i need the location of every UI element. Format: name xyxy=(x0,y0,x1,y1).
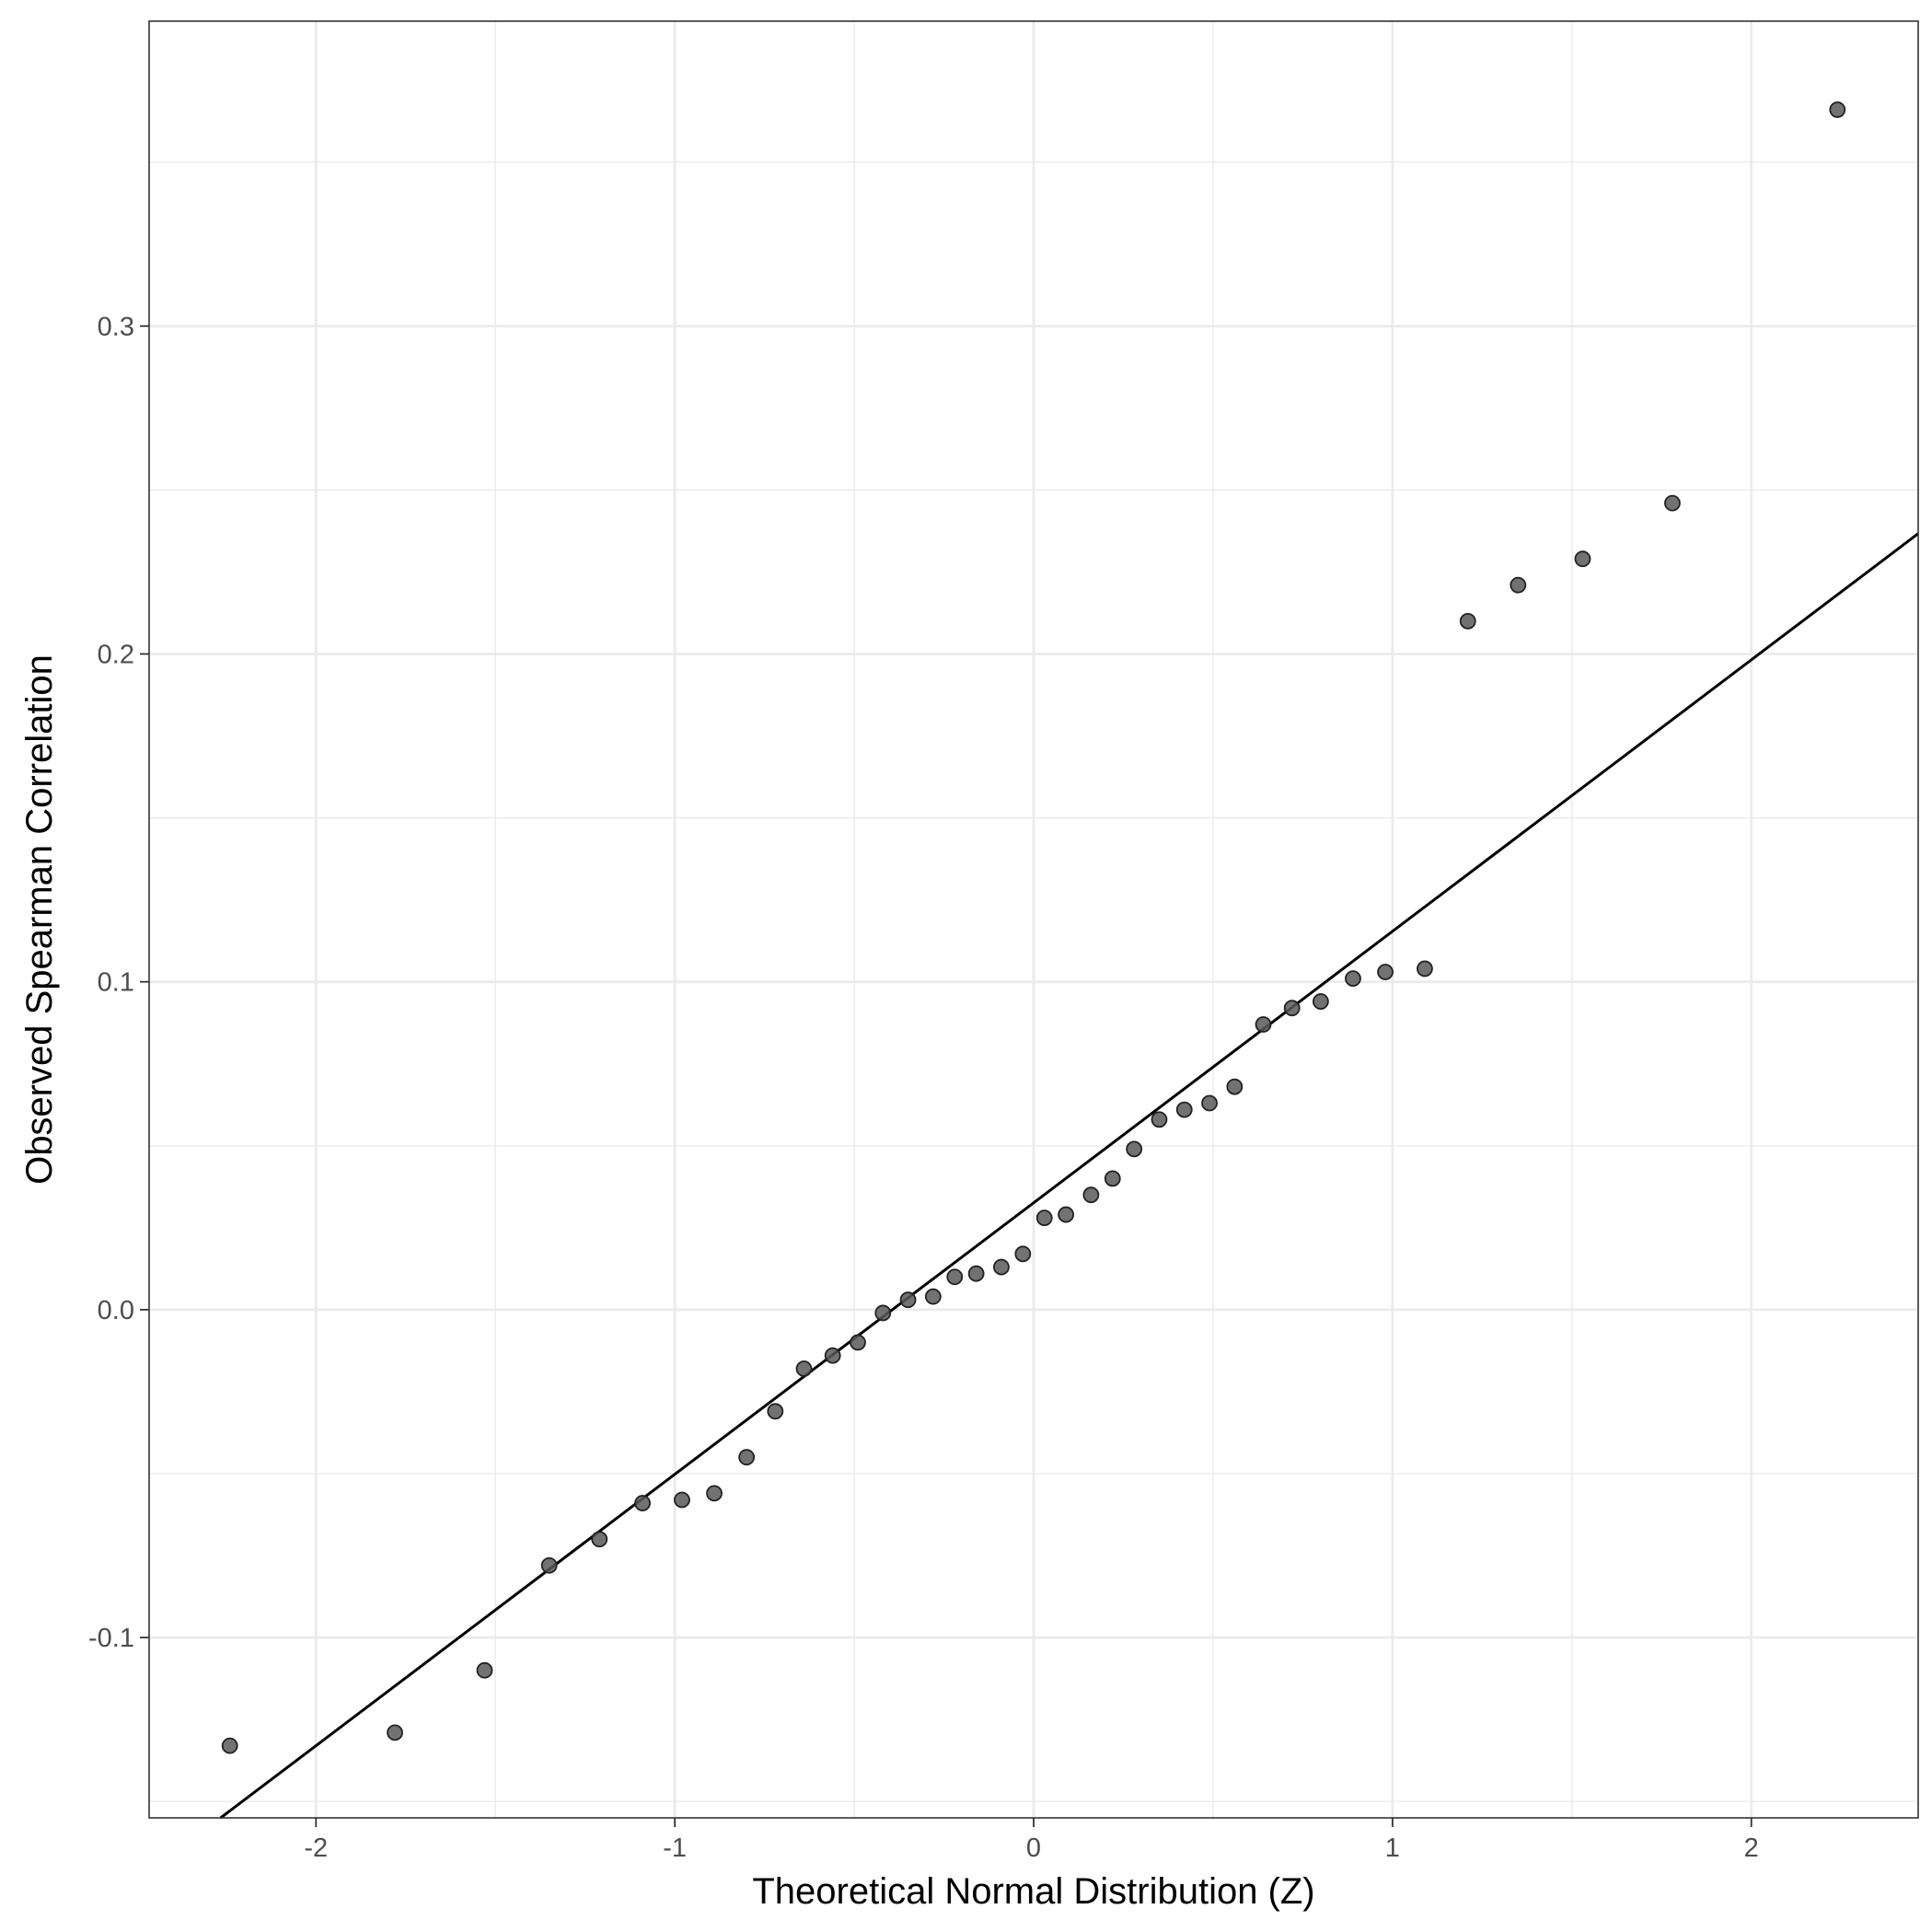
y-tick-label: 0.3 xyxy=(98,312,134,341)
y-axis-title: Observed Spearman Correlation xyxy=(19,654,60,1185)
data-point xyxy=(591,1531,608,1548)
data-point xyxy=(1226,1078,1244,1095)
data-point xyxy=(1082,1186,1100,1204)
data-point xyxy=(1345,970,1361,988)
y-tick-label: 0.1 xyxy=(98,968,134,998)
data-point xyxy=(706,1485,723,1502)
data-point xyxy=(1014,1245,1032,1263)
data-point xyxy=(1664,494,1681,512)
x-axis-title: Theoretical Normal Distribution (Z) xyxy=(752,1871,1314,1912)
points-group xyxy=(221,101,1846,1754)
data-point xyxy=(1417,960,1433,978)
data-point xyxy=(1510,576,1527,594)
x-tick-label: -2 xyxy=(304,1834,328,1863)
data-point xyxy=(1312,993,1329,1010)
reference-line xyxy=(219,532,1919,1820)
data-point xyxy=(850,1334,866,1351)
data-point xyxy=(1126,1140,1143,1158)
data-point xyxy=(824,1347,841,1364)
reference-line-group xyxy=(219,532,1919,1820)
data-point xyxy=(1035,1209,1053,1227)
data-point xyxy=(634,1495,651,1511)
x-tick-label: -1 xyxy=(663,1834,687,1863)
data-point xyxy=(221,1737,238,1754)
data-point xyxy=(967,1265,985,1282)
data-point xyxy=(674,1491,690,1509)
data-point xyxy=(476,1661,493,1679)
y-tick-label: 0.0 xyxy=(98,1296,134,1325)
data-point xyxy=(767,1403,784,1420)
y-axis: -0.1 0.0 0.1 0.2 0.3 xyxy=(88,312,149,1653)
x-tick-label: 2 xyxy=(1744,1834,1759,1863)
data-point xyxy=(795,1360,813,1377)
data-point xyxy=(993,1258,1010,1276)
data-point xyxy=(1829,101,1846,119)
y-tick-label: -0.1 xyxy=(88,1624,134,1653)
data-point xyxy=(1459,612,1476,630)
major-grid xyxy=(149,21,1918,1818)
data-point xyxy=(874,1304,892,1322)
data-point xyxy=(1151,1111,1168,1128)
data-point xyxy=(946,1268,964,1286)
data-point xyxy=(738,1449,756,1466)
data-point xyxy=(924,1288,942,1305)
x-axis: -2 -1 0 1 2 xyxy=(304,1818,1759,1863)
y-tick-label: 0.2 xyxy=(98,640,134,669)
data-point xyxy=(1377,964,1394,980)
data-point xyxy=(540,1556,558,1574)
data-point xyxy=(1058,1206,1074,1223)
data-point xyxy=(1283,1000,1301,1017)
data-point xyxy=(1104,1170,1121,1187)
data-point xyxy=(387,1724,403,1741)
data-point xyxy=(899,1291,917,1309)
x-tick-label: 0 xyxy=(1026,1834,1041,1863)
x-tick-label: 1 xyxy=(1385,1834,1400,1863)
data-point xyxy=(1255,1016,1272,1033)
data-point xyxy=(1201,1094,1218,1112)
data-point xyxy=(1175,1101,1193,1118)
data-point xyxy=(1574,550,1591,568)
